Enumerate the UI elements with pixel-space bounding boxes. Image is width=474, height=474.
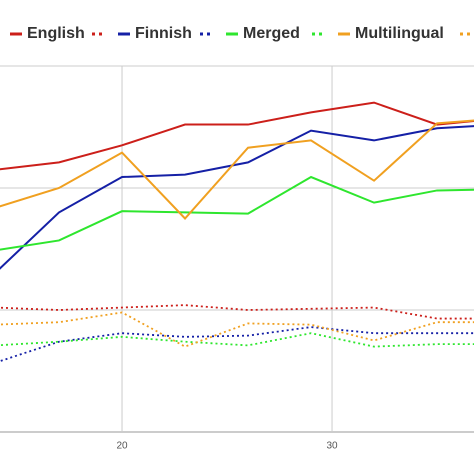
line	[0, 125, 474, 270]
line	[0, 101, 474, 171]
x-tick-label: 20	[116, 441, 128, 452]
x-tick-label: 30	[326, 441, 338, 452]
legend-label: Merged	[243, 25, 300, 42]
line	[0, 119, 474, 220]
dotted-line	[0, 326, 474, 363]
dotted-line	[0, 304, 474, 320]
legend-label: Multilingual	[355, 25, 444, 42]
dotted-line	[0, 311, 474, 348]
line	[0, 175, 474, 251]
legend-label: English	[27, 25, 85, 42]
legend-label: Finnish	[135, 25, 192, 42]
